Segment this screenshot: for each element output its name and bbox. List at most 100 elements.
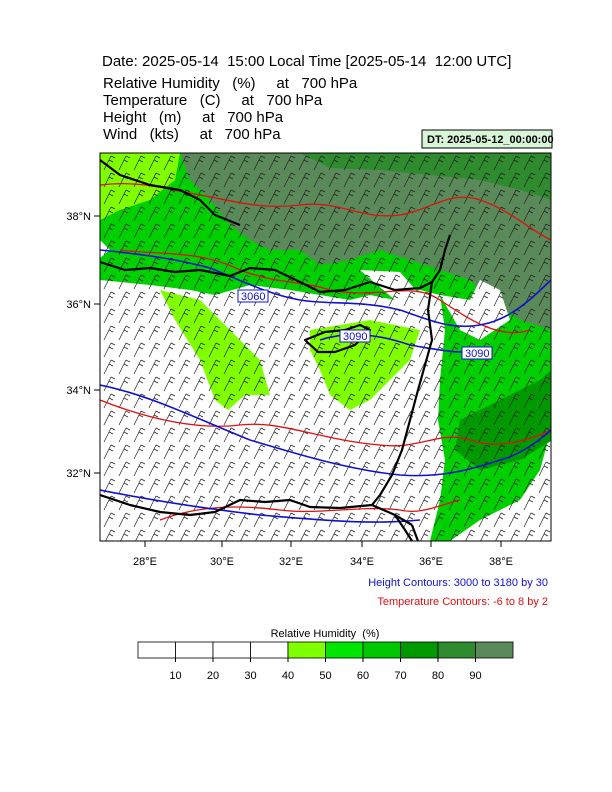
wind-barb — [268, 206, 281, 222]
wind-barb — [554, 411, 565, 425]
wind-barb — [283, 444, 296, 460]
wind-barb — [223, 342, 236, 358]
wind-barb — [268, 410, 281, 426]
wind-barb — [508, 240, 521, 256]
lat-label: 32°N — [66, 468, 91, 480]
dt-label: DT: 2025-05-12_00:00:00 — [427, 134, 554, 146]
wind-barb — [554, 207, 565, 221]
wind-barb — [388, 359, 401, 375]
wind-barb — [135, 529, 146, 541]
wind-barb — [418, 478, 431, 494]
wind-barb — [403, 478, 416, 494]
wind-barb — [403, 461, 416, 477]
wind-barb — [283, 461, 296, 477]
wind-barb — [358, 512, 371, 528]
wind-barb — [313, 223, 326, 239]
wind-barb — [148, 291, 161, 307]
wind-barb — [463, 359, 476, 375]
wind-barb — [178, 478, 191, 494]
wind-barb — [373, 206, 386, 222]
wind-barb — [283, 257, 296, 273]
wind-barb — [373, 393, 386, 409]
wind-barb — [508, 189, 521, 205]
wind-barb — [388, 274, 401, 290]
wind-barb — [270, 529, 281, 541]
wind-barb — [118, 308, 131, 324]
wind-barb — [388, 189, 401, 205]
wind-barb — [388, 478, 401, 494]
wind-barb — [433, 512, 446, 528]
wind-barb — [178, 274, 191, 290]
wind-barb — [238, 172, 251, 188]
rh-area — [300, 153, 551, 200]
wind-barb — [223, 376, 236, 392]
wind-barb — [463, 240, 476, 256]
coastline — [394, 514, 420, 541]
wind-barb — [253, 410, 266, 426]
wind-barb — [223, 444, 236, 460]
wind-barb — [193, 376, 206, 392]
wind-barb — [418, 495, 431, 511]
wind-barb — [238, 155, 251, 171]
wind-barb — [195, 529, 206, 541]
wind-barb — [238, 444, 251, 460]
wind-barb — [373, 427, 386, 443]
wind-barb — [538, 223, 551, 239]
wind-barb — [418, 444, 431, 460]
wind-barb — [283, 393, 296, 409]
wind-barb — [523, 189, 536, 205]
wind-barb — [343, 376, 356, 392]
wind-barb — [433, 393, 446, 409]
wind-barb — [478, 223, 491, 239]
wind-barb — [163, 189, 176, 205]
wind-barb — [448, 189, 461, 205]
rh-area — [440, 280, 510, 340]
wind-barb — [328, 478, 341, 494]
wind-barb — [478, 189, 491, 205]
wind-barb — [540, 529, 551, 541]
wind-barb — [343, 189, 356, 205]
wind-barb — [538, 342, 551, 358]
wind-barb — [223, 393, 236, 409]
wind-barb — [193, 325, 206, 341]
wind-barb — [373, 359, 386, 375]
colorbar-label: 90 — [469, 670, 481, 682]
wind-barb — [554, 462, 565, 476]
wind-barb — [133, 512, 146, 528]
wind-barb — [343, 308, 356, 324]
wind-barb — [238, 461, 251, 477]
wind-barb — [493, 495, 506, 511]
wind-barb — [508, 376, 521, 392]
wind-barb — [358, 427, 371, 443]
lon-label: 32°E — [279, 556, 303, 568]
wind-barb — [193, 155, 206, 171]
wind-barb — [508, 172, 521, 188]
wind-barb — [283, 155, 296, 171]
wind-barb — [148, 325, 161, 341]
wind-barb — [433, 444, 446, 460]
wind-barb — [448, 410, 461, 426]
wind-barb — [523, 512, 536, 528]
wind-barb — [478, 427, 491, 443]
wind-barb — [268, 155, 281, 171]
wind-barb — [238, 223, 251, 239]
wind-barb — [448, 206, 461, 222]
wind-barb — [523, 206, 536, 222]
wind-barb — [118, 478, 131, 494]
wind-barb — [163, 478, 176, 494]
wind-barb — [103, 342, 116, 358]
wind-barb — [508, 410, 521, 426]
colorbar-label: 60 — [357, 670, 369, 682]
wind-barb — [148, 206, 161, 222]
wind-barb — [463, 308, 476, 324]
wind-barb — [208, 291, 221, 307]
wind-barb — [373, 308, 386, 324]
wind-barb — [193, 478, 206, 494]
wind-barb — [554, 428, 565, 442]
wind-barb — [523, 495, 536, 511]
wind-barb — [508, 478, 521, 494]
wind-barb — [328, 155, 341, 171]
wind-barb — [253, 155, 266, 171]
wind-barb — [373, 376, 386, 392]
wind-barb — [268, 240, 281, 256]
